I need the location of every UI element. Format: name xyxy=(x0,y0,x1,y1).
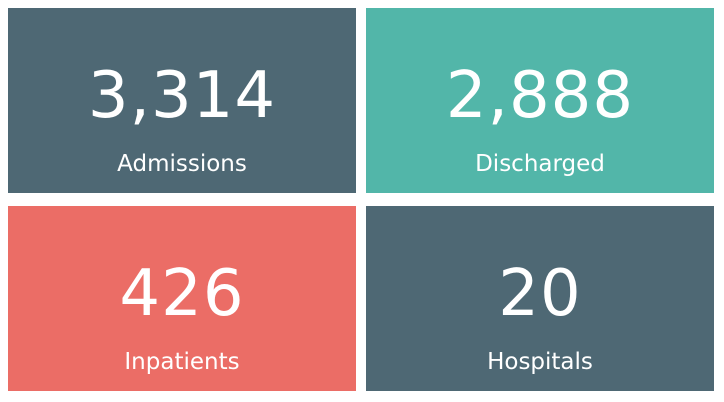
kpi-card-discharged: 2,888 Discharged xyxy=(366,8,714,193)
kpi-value: 3,314 xyxy=(87,59,277,133)
kpi-card-admissions: 3,314 Admissions xyxy=(8,8,356,193)
kpi-card-hospitals: 20 Hospitals xyxy=(366,206,714,391)
kpi-label: Inpatients xyxy=(124,349,240,375)
kpi-value: 20 xyxy=(498,257,582,331)
kpi-card-inpatients: 426 Inpatients xyxy=(8,206,356,391)
kpi-value: 426 xyxy=(119,257,245,331)
kpi-label: Discharged xyxy=(475,151,605,177)
kpi-label: Hospitals xyxy=(487,349,593,375)
kpi-value: 2,888 xyxy=(445,59,635,133)
kpi-label: Admissions xyxy=(117,151,247,177)
